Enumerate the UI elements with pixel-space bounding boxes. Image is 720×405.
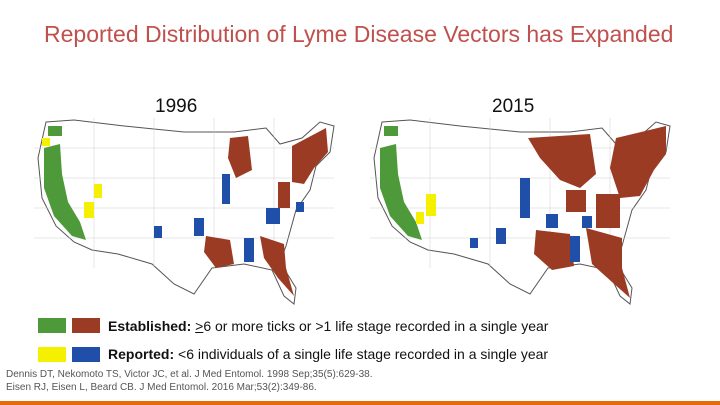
reported-west — [42, 138, 50, 146]
established-west — [44, 144, 86, 240]
established-east — [534, 230, 574, 270]
slide-title: Reported Distribution of Lyme Disease Ve… — [44, 21, 674, 47]
us-outline — [37, 119, 335, 305]
reported-east — [194, 218, 204, 236]
reported-east — [244, 238, 254, 262]
established-east — [528, 134, 596, 188]
bottom-rule — [0, 401, 720, 405]
legend-reported-text: <6 individuals of a single life stage re… — [178, 346, 549, 362]
reported-west — [416, 212, 424, 224]
reported-west — [94, 184, 102, 198]
reported-east — [154, 226, 162, 238]
legend-swatch-reported-west — [38, 347, 66, 362]
legend-reported: Reported: <6 individuals of a single lif… — [108, 346, 548, 362]
reported-east — [520, 178, 530, 218]
legend-reported-label: Reported: — [108, 346, 175, 362]
us-map-1996 — [34, 118, 335, 305]
reported-east — [222, 174, 230, 204]
established-east — [278, 182, 290, 208]
reported-west — [426, 194, 436, 216]
established-east — [596, 194, 620, 228]
established-west — [380, 144, 422, 240]
legend-established-prefix: > — [195, 318, 204, 334]
established-east — [566, 190, 586, 212]
reported-east — [296, 202, 304, 212]
reported-east — [496, 228, 506, 244]
established-west — [48, 126, 62, 136]
citation-2: Eisen RJ, Eisen L, Beard CB. J Med Entom… — [6, 382, 317, 393]
established-west — [384, 126, 398, 136]
legend-established-text: 6 or more ticks or >1 life stage recorde… — [203, 318, 549, 334]
map-year-1996: 1996 — [155, 96, 198, 117]
legend-established: Established: >6 or more ticks or >1 life… — [108, 318, 548, 334]
established-east — [292, 128, 328, 184]
established-east — [610, 126, 666, 198]
established-east — [228, 136, 252, 178]
legend-swatch-established-east — [72, 318, 100, 333]
reported-east — [582, 216, 592, 228]
us-map-2015 — [370, 118, 671, 305]
map-year-2015: 2015 — [492, 96, 535, 117]
legend-swatch-established-west — [38, 318, 66, 333]
established-east — [260, 236, 294, 296]
established-east — [204, 236, 234, 268]
reported-east — [546, 214, 558, 228]
reported-east — [570, 236, 580, 262]
reported-west — [84, 202, 94, 218]
legend-swatch-reported-east — [72, 347, 100, 362]
legend-established-label: Established: — [108, 318, 192, 334]
established-east — [586, 228, 630, 298]
citation-1: Dennis DT, Nekomoto TS, Victor JC, et al… — [6, 369, 373, 380]
reported-east — [470, 238, 478, 248]
reported-east — [266, 208, 280, 224]
